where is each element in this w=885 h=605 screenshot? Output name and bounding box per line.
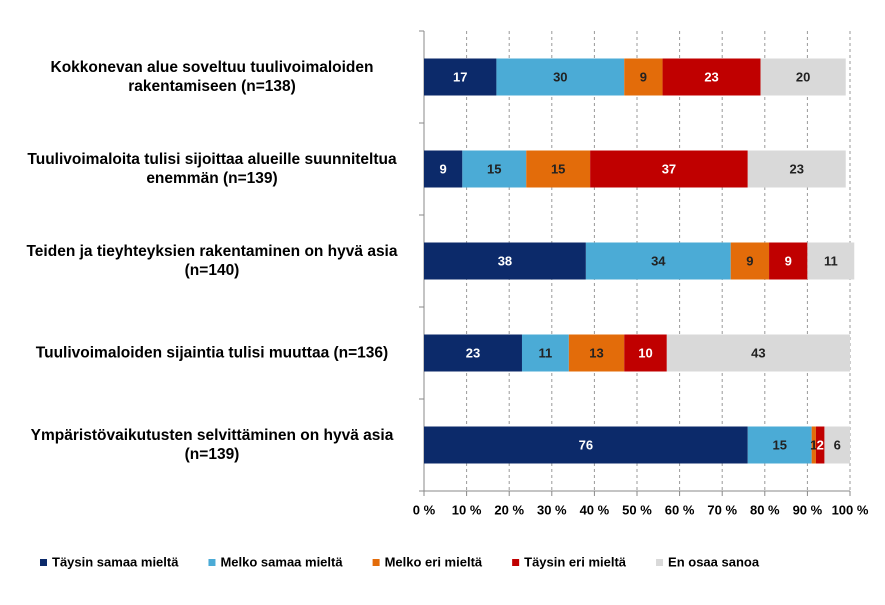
data-label: 17 [453, 69, 467, 84]
legend-label: Täysin samaa mieltä [52, 554, 179, 569]
data-label: 20 [796, 69, 810, 84]
x-tick-label: 50 % [622, 502, 652, 517]
data-label: 1 [810, 437, 817, 452]
bar-segment [590, 150, 748, 188]
bar-segment [424, 242, 586, 280]
data-label: 15 [551, 161, 565, 176]
bar-segment [496, 58, 625, 96]
bar-segment [568, 334, 625, 372]
x-tick-label: 20 % [494, 502, 524, 517]
legend-label: Melko eri mieltä [385, 554, 483, 569]
bar-segment [521, 334, 569, 372]
data-label: 9 [746, 253, 753, 268]
data-label: 9 [440, 161, 447, 176]
data-label: 2 [817, 437, 824, 452]
bar-segment [462, 150, 527, 188]
x-tick-label: 60 % [665, 502, 695, 517]
legend-label: Täysin eri mieltä [524, 554, 627, 569]
category-label: Kokkonevan alue soveltuu tuulivoimaloide… [50, 59, 374, 95]
bar-segment [526, 150, 591, 188]
data-label: 15 [487, 161, 501, 176]
bar-segment [585, 242, 731, 280]
bar-segment [811, 426, 816, 464]
bar-segment [815, 426, 825, 464]
x-tick-label: 80 % [750, 502, 780, 517]
data-label: 30 [553, 69, 567, 84]
data-label: 38 [498, 253, 512, 268]
bar-segment [424, 150, 463, 188]
bar-segment [747, 426, 812, 464]
x-tick-label: 100 % [832, 502, 869, 517]
data-label: 23 [704, 69, 718, 84]
data-label: 13 [589, 345, 603, 360]
data-label: 15 [772, 437, 786, 452]
category-label: Tuulivoimaloiden sijaintia tulisi muutta… [35, 344, 389, 362]
category-label: Tuulivoimaloita tulisi sijoittaa alueill… [27, 151, 397, 187]
legend-label: En osaa sanoa [668, 554, 760, 569]
data-label: 11 [539, 345, 553, 360]
x-tick-label: 70 % [707, 502, 737, 517]
data-label: 76 [579, 437, 593, 452]
category-label: Ympäristövaikutusten selvittäminen on hy… [30, 427, 394, 463]
bar-segment [760, 58, 846, 96]
legend-swatch [512, 559, 520, 566]
bar-segment [424, 58, 497, 96]
data-label: 9 [640, 69, 647, 84]
bar-segment [824, 426, 850, 464]
bar-segment [769, 242, 808, 280]
legend-label: Melko samaa mieltä [220, 554, 343, 569]
x-tick-label: 90 % [793, 502, 823, 517]
x-tick-label: 10 % [452, 502, 482, 517]
data-label: 43 [751, 345, 765, 360]
bar-segment [424, 334, 522, 372]
data-label: 23 [790, 161, 804, 176]
data-label: 9 [785, 253, 792, 268]
bar-segment [666, 334, 850, 372]
x-tick-label: 30 % [537, 502, 567, 517]
category-label: Teiden ja tieyhteyksien rakentaminen on … [26, 243, 398, 279]
bar-segment [747, 150, 846, 188]
data-label: 6 [834, 437, 841, 452]
legend-swatch [208, 559, 216, 566]
bar-segment [730, 242, 770, 280]
legend-swatch [372, 559, 380, 566]
data-label: 37 [662, 161, 676, 176]
data-label: 11 [824, 253, 838, 268]
bar-segment [424, 426, 748, 464]
data-label: 23 [466, 345, 480, 360]
data-label: 34 [651, 253, 666, 268]
bar-segment [624, 334, 667, 372]
x-tick-label: 0 % [413, 502, 436, 517]
bar-segment [662, 58, 761, 96]
bar-segment [624, 58, 663, 96]
legend-swatch [656, 559, 664, 566]
x-tick-label: 40 % [580, 502, 610, 517]
bar-segment [807, 242, 855, 280]
data-label: 10 [638, 345, 652, 360]
legend-swatch [40, 559, 47, 566]
